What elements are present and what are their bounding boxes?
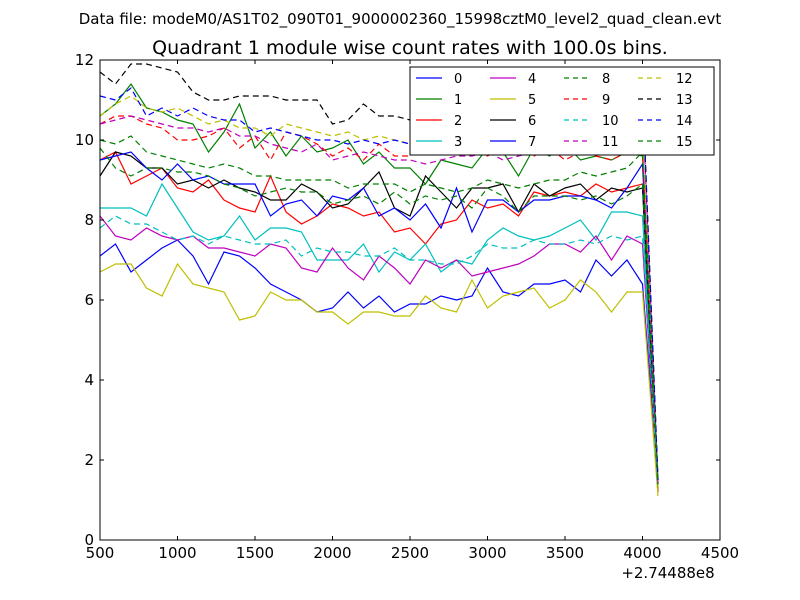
legend-label-12: 12 (676, 72, 693, 87)
figure-suptitle: Data file: modeM0/AS1T02_090T01_90000023… (79, 10, 722, 29)
legend-label-2: 2 (454, 114, 462, 129)
legend-label-6: 6 (528, 114, 536, 129)
series-line-10 (99, 215, 659, 489)
x-tick-label: 4500 (701, 544, 739, 562)
legend-label-10: 10 (602, 114, 619, 129)
legend-label-15: 15 (676, 135, 693, 150)
legend-label-5: 5 (528, 93, 536, 108)
y-tick-label: 12 (75, 51, 94, 69)
legend-label-13: 13 (676, 93, 693, 108)
series-line-0 (99, 239, 659, 485)
y-tick-label: 6 (84, 291, 94, 309)
x-tick-label: 2000 (313, 544, 351, 562)
series-line-9 (99, 115, 659, 485)
x-tick-label: 3000 (468, 544, 506, 562)
series-line-8 (99, 147, 659, 489)
legend-frame (409, 66, 715, 156)
y-tick-label: 8 (84, 211, 94, 229)
legend-label-14: 14 (676, 114, 693, 129)
legend-label-11: 11 (602, 135, 619, 150)
legend-label-8: 8 (602, 72, 610, 87)
series-line-15 (99, 135, 659, 485)
chart-title: Quadrant 1 module wise count rates with … (152, 37, 668, 59)
series-line-3 (100, 182, 659, 489)
series-line-2 (99, 151, 659, 493)
x-tick-label: 1500 (236, 544, 274, 562)
series-line-13 (99, 63, 659, 481)
y-tick-label: 0 (84, 531, 94, 549)
x-tick-label: 500 (86, 544, 115, 562)
legend-label-4: 4 (528, 72, 536, 87)
x-offset-label: +2.74488e8 (621, 564, 714, 582)
x-tick-label: 4000 (623, 544, 661, 562)
x-tick-label: 3500 (546, 544, 584, 562)
legend-label-9: 9 (602, 93, 610, 108)
plot-frame (99, 59, 721, 541)
y-tick-label: 4 (84, 371, 94, 389)
y-tick-label: 10 (75, 131, 94, 149)
series-line-4 (99, 215, 659, 493)
axis-ticks: 500 1000 1500 2000 2500 3000 3500 4000 4500 0 2 4 6 8… (75, 51, 739, 562)
series-line-7 (99, 151, 659, 485)
legend-label-0: 0 (454, 72, 462, 87)
legend-label-3: 3 (454, 135, 462, 150)
legend-label-1: 1 (454, 93, 462, 108)
x-tick-label: 1000 (158, 544, 196, 562)
series-line-5 (99, 262, 659, 497)
x-tick-label: 2500 (391, 544, 429, 562)
series-line-6 (99, 151, 659, 489)
y-tick-label: 2 (84, 451, 94, 469)
legend-label-7: 7 (528, 135, 536, 150)
